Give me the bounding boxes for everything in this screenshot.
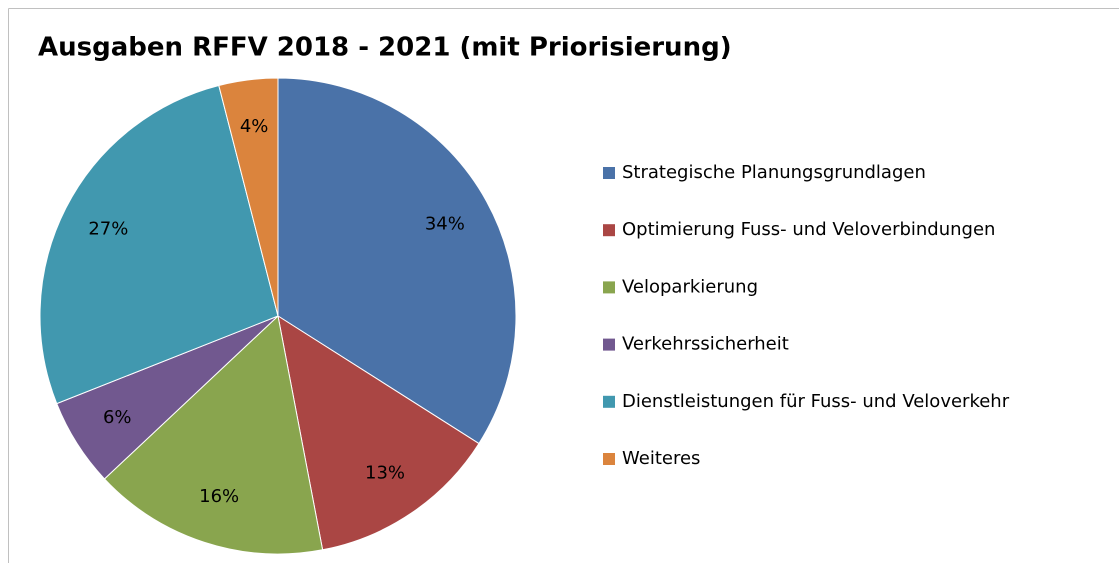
data-label: 4%	[240, 116, 269, 137]
legend-swatch	[603, 281, 615, 294]
legend-swatch	[603, 338, 615, 351]
pie-slice	[277, 314, 480, 551]
legend-swatch	[603, 395, 615, 408]
pie-slice	[218, 77, 279, 317]
legend-swatch	[603, 224, 615, 237]
pie-slice	[277, 77, 517, 445]
legend-swatch	[603, 167, 615, 179]
legend-label: Strategische Planungsgrundlagen	[622, 162, 926, 183]
data-label: 16%	[199, 486, 239, 507]
legend-label: Verkehrssicherheit	[622, 334, 789, 355]
legend-label: Dienstleistungen für Fuss- und Veloverke…	[622, 391, 1010, 412]
data-label: 13%	[365, 462, 405, 483]
chart-title: Ausgaben RFFV 2018 - 2021 (mit Priorisie…	[38, 33, 732, 63]
pie-slice	[103, 315, 324, 555]
data-label: 34%	[425, 213, 465, 234]
data-label: 27%	[88, 219, 128, 240]
pie-slice	[39, 84, 279, 405]
data-label: 6%	[103, 407, 132, 428]
legend-label: Weiteres	[622, 448, 700, 469]
legend-label: Veloparkierung	[622, 276, 758, 297]
legend-swatch	[603, 453, 615, 465]
legend-label: Optimierung Fuss- und Veloverbindungen	[622, 219, 995, 240]
